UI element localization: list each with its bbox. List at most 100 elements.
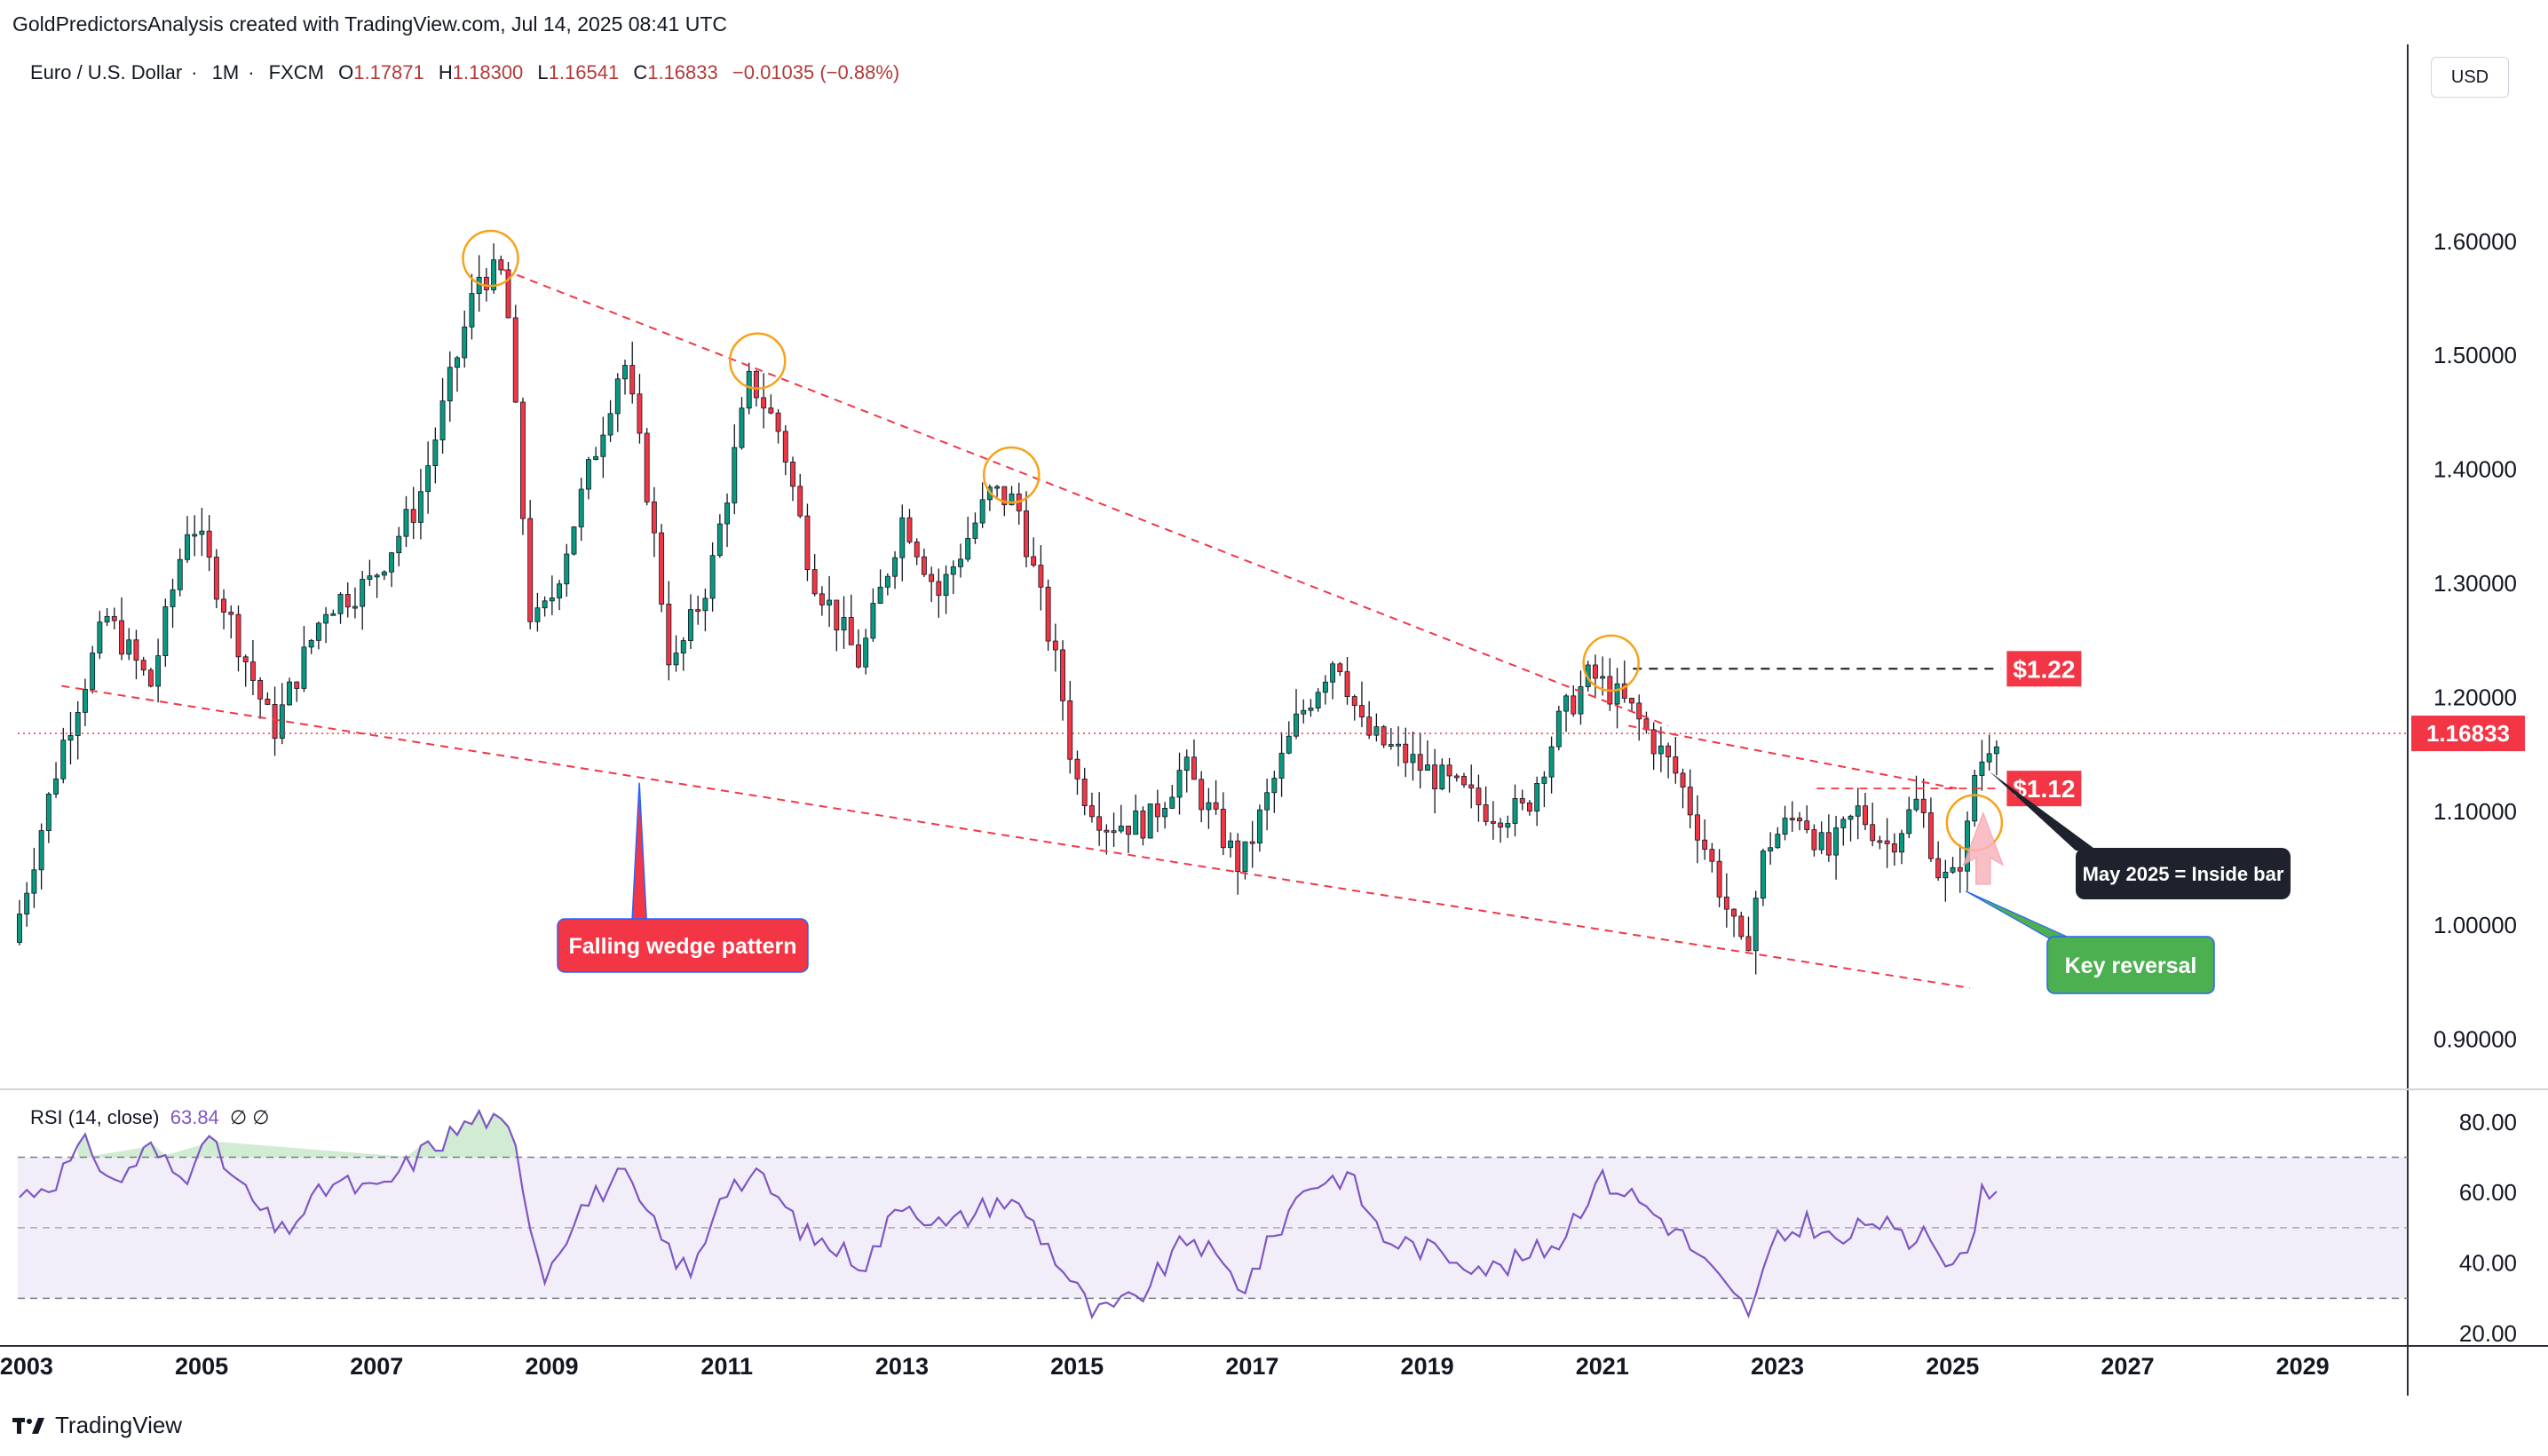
highlight-circle: [1582, 634, 1640, 692]
candle-up: [870, 603, 876, 639]
candle-up: [162, 606, 169, 657]
ohlc-open: O1.17871: [338, 61, 424, 83]
annotation-box: [557, 918, 809, 973]
candle-up: [1753, 898, 1759, 952]
candle-up: [1206, 802, 1212, 811]
annotation-pointer: [631, 782, 647, 920]
tradingview-brand: TradingView: [55, 1412, 183, 1438]
candle-down: [1024, 510, 1029, 558]
time-tick-label: 2005: [175, 1353, 228, 1380]
candle-up: [337, 594, 344, 614]
candle-up: [1009, 493, 1015, 506]
candle-down: [1723, 896, 1729, 910]
candle-up: [1906, 809, 1912, 835]
candle-down: [1891, 843, 1897, 853]
candle-up: [1775, 834, 1781, 849]
candle-down: [811, 569, 818, 595]
rsi-label[interactable]: RSI (14, close): [30, 1106, 160, 1128]
ohlc-low: L1.16541: [537, 61, 620, 83]
price-candles: [17, 243, 1999, 975]
candle-up: [425, 465, 431, 493]
axes: 1.60000 1.50000 1.40000 1.30000 1.20000 1.100…: [0, 228, 2525, 1380]
candle-up: [67, 735, 74, 741]
candle-up: [564, 553, 570, 585]
time-tick-label: 2019: [1401, 1353, 1454, 1380]
candle-up: [75, 711, 81, 736]
candle-up: [315, 622, 321, 641]
candle-down: [1571, 695, 1577, 715]
candle-down: [520, 401, 526, 519]
price-tick-label: 1.40000: [2433, 456, 2517, 483]
candle-up: [542, 600, 548, 609]
candle-down: [666, 604, 672, 666]
candle-up: [1833, 827, 1840, 856]
rsi-legend[interactable]: RSI (14, close) 63.84 ∅ ∅: [30, 1106, 269, 1129]
candle-down: [1636, 702, 1642, 720]
candle-up: [892, 557, 898, 577]
candle-down: [1811, 829, 1817, 851]
candle-up: [1782, 818, 1788, 835]
candle-down: [1877, 840, 1883, 843]
candle-down: [1067, 700, 1073, 760]
candle-down: [753, 370, 759, 399]
candle-up: [1505, 823, 1511, 828]
candle-up: [1943, 871, 1949, 879]
candle-down: [235, 613, 241, 658]
candle-down: [1235, 840, 1241, 873]
candle-down: [644, 432, 650, 502]
candle-up: [170, 589, 176, 607]
candle-up: [403, 509, 409, 537]
candle-up: [31, 869, 37, 894]
candle-up: [1169, 796, 1175, 809]
candle-up: [1176, 770, 1183, 798]
candle-up: [491, 259, 497, 290]
currency-selector[interactable]: USD: [2431, 57, 2509, 98]
candle-up: [827, 599, 833, 605]
candle-down: [1351, 696, 1357, 706]
candle-up: [24, 892, 30, 914]
tradingview-footer[interactable]: TradingView: [12, 1412, 182, 1439]
symbol-name[interactable]: Euro / U.S. Dollar: [30, 61, 183, 83]
candle-down: [498, 259, 504, 271]
falling-wedge-label: Falling wedge pattern: [569, 934, 797, 959]
candle-down: [1687, 787, 1693, 816]
candle-up: [82, 688, 88, 713]
rsi-overbought-fill: [77, 1111, 516, 1158]
candle-up: [1818, 832, 1824, 851]
rsi-tick-label: 60.00: [2459, 1179, 2517, 1206]
candle-up: [432, 439, 439, 466]
candle-down: [1863, 805, 1868, 826]
candle-up: [1855, 805, 1861, 817]
candle-down: [1446, 764, 1452, 777]
candle-up: [439, 400, 446, 440]
candle-down: [1088, 805, 1095, 818]
candle-down: [1870, 824, 1876, 842]
candle-down: [936, 581, 942, 597]
candle-up: [90, 653, 96, 690]
candle-up: [1614, 683, 1620, 705]
candle-down: [410, 509, 416, 523]
candle-down: [1519, 797, 1525, 803]
candle-up: [1133, 811, 1139, 835]
candle-up: [1548, 746, 1555, 778]
candle-down: [1220, 809, 1226, 849]
candle-up: [578, 488, 584, 527]
candle-down: [1629, 698, 1634, 704]
wedge-trendline: [61, 684, 1971, 989]
chart-frame: [0, 44, 2548, 1396]
candle-down: [914, 542, 920, 558]
candle-down: [1154, 803, 1160, 818]
symbol-interval[interactable]: 1M: [211, 61, 240, 83]
candle-up: [1322, 681, 1328, 693]
candle-down: [228, 612, 234, 615]
candle-up: [1600, 676, 1606, 679]
candle-up: [965, 538, 971, 560]
symbol-legend[interactable]: Euro / U.S. Dollar · 1M · FXCM O1.17871 H1…: [30, 61, 900, 83]
candle-down: [1213, 802, 1219, 810]
candle-up: [374, 574, 380, 578]
candle-down: [483, 276, 489, 290]
level-label: $1.22: [2013, 655, 2075, 683]
candle-down: [906, 517, 913, 542]
level-badge: [2006, 771, 2082, 807]
